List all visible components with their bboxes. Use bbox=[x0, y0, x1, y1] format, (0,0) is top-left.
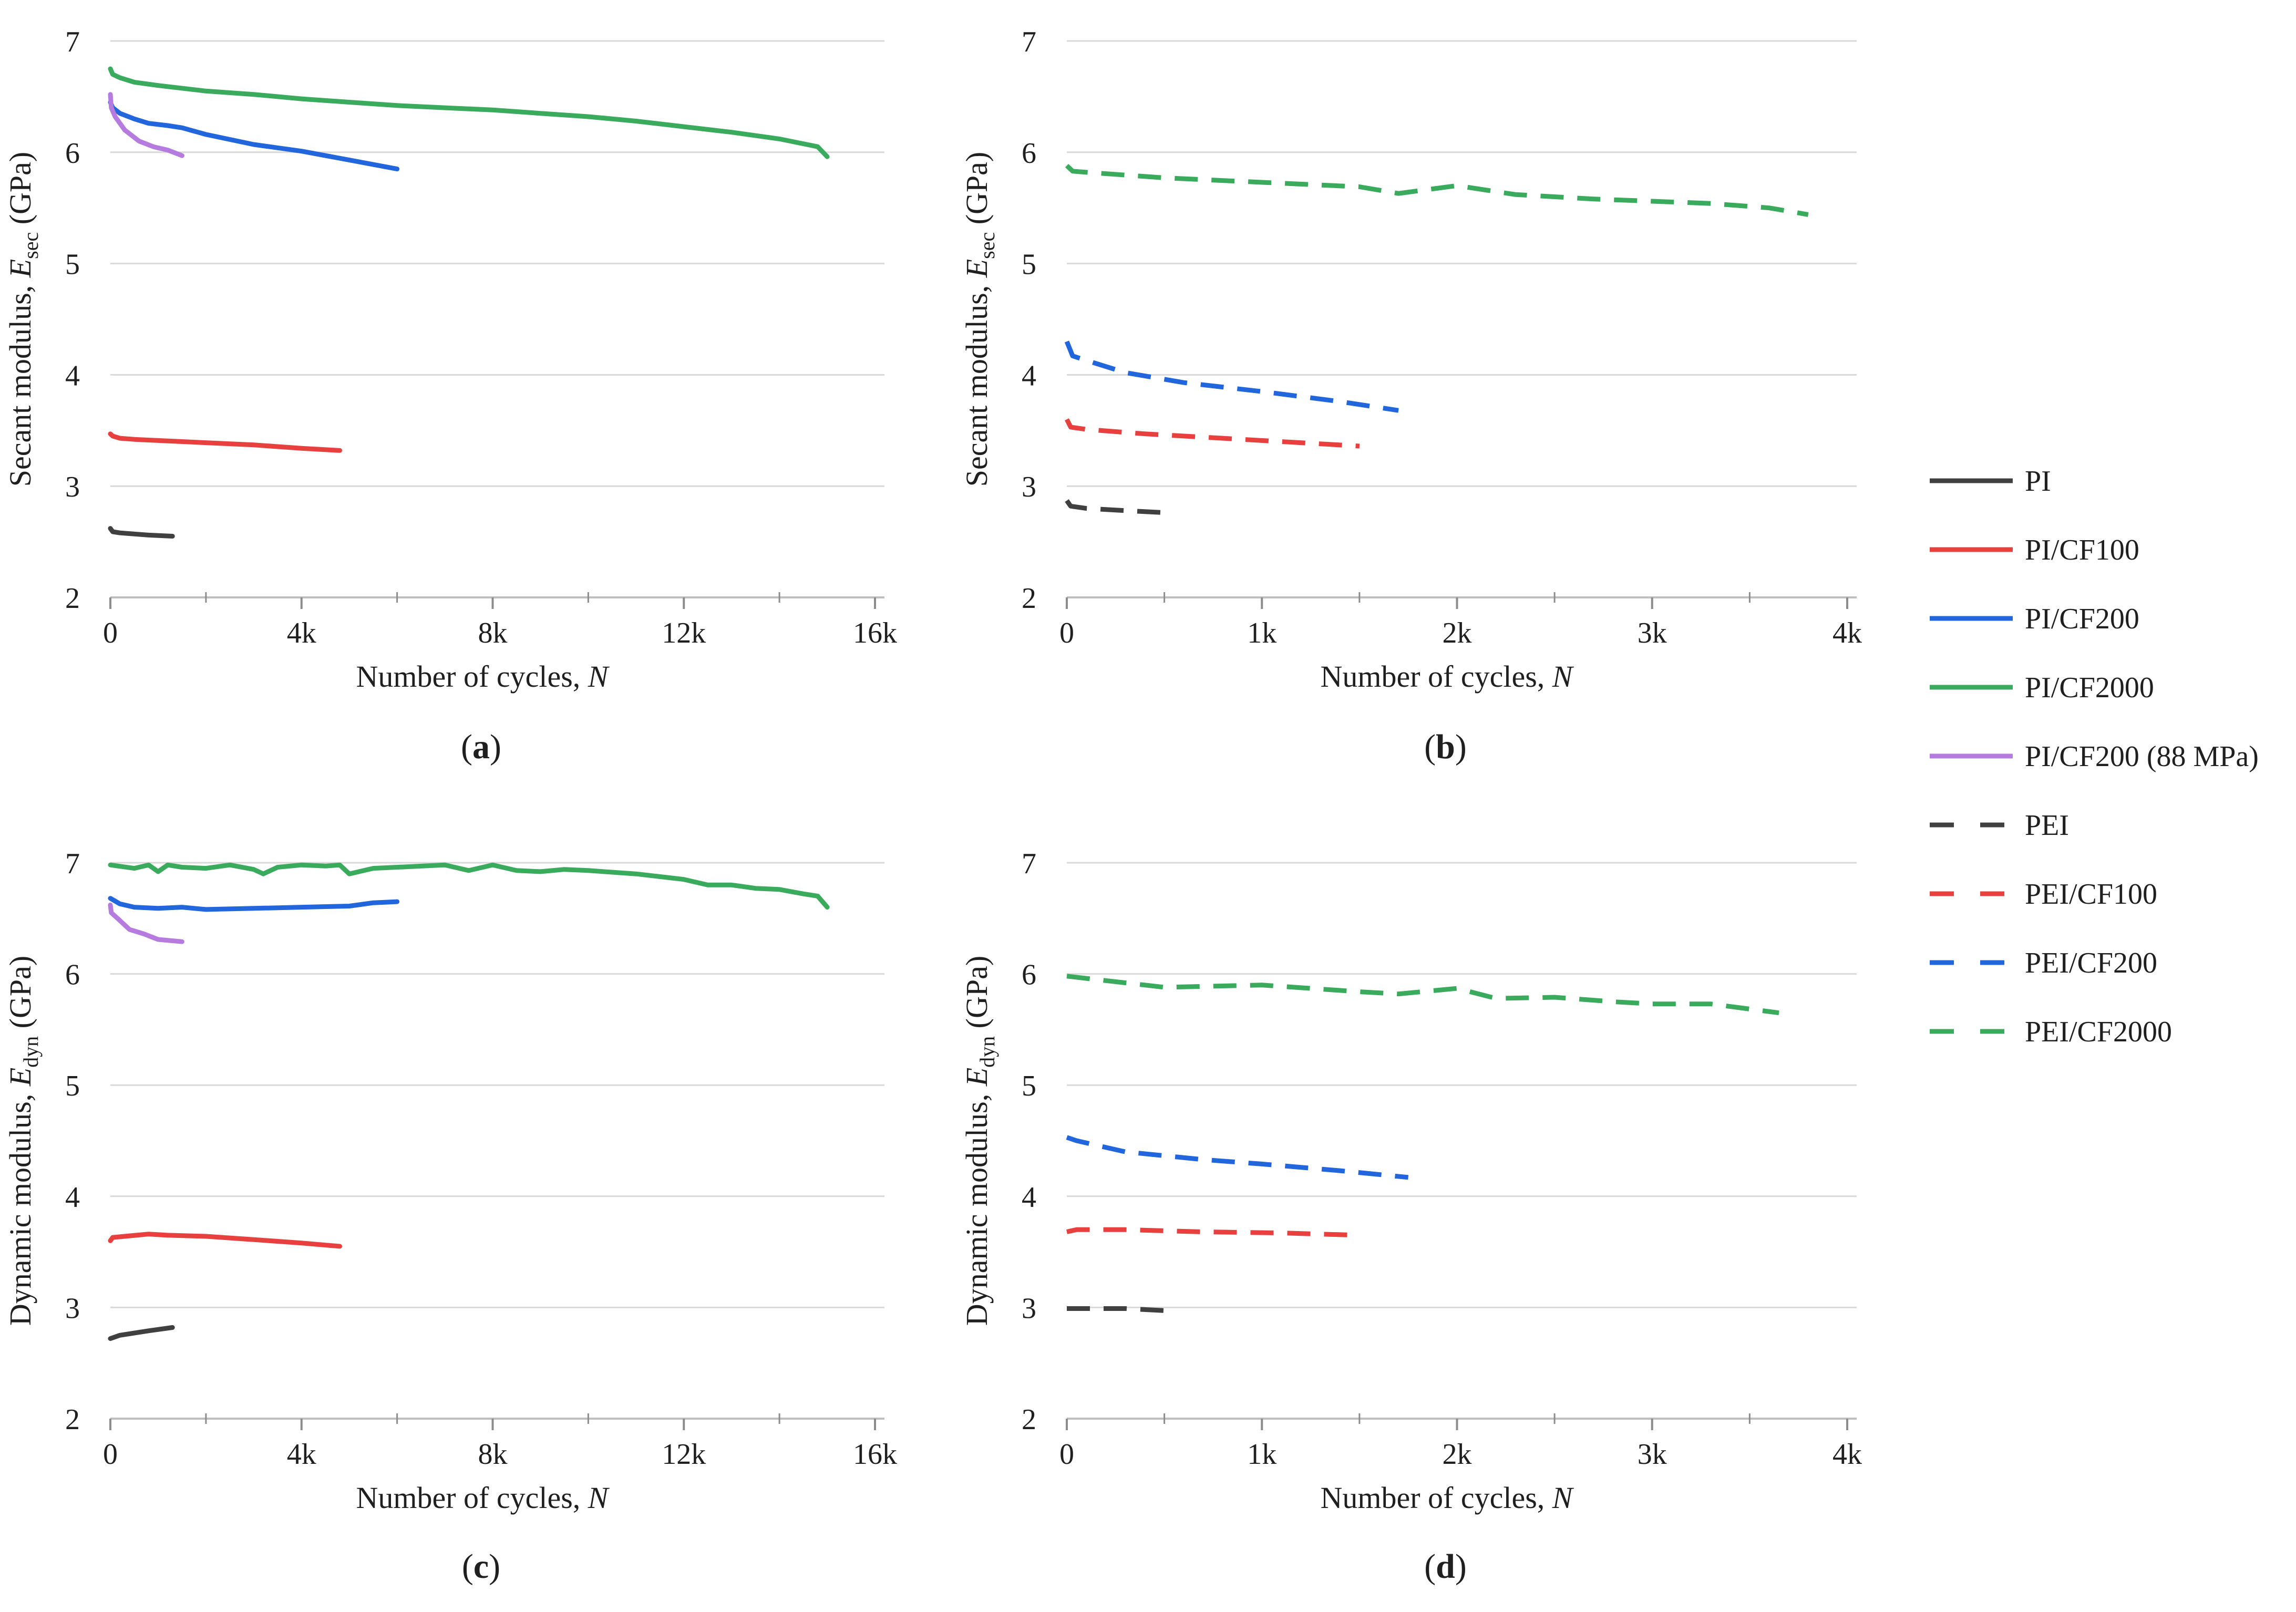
series-line-pi-cf2000 bbox=[108, 66, 830, 159]
series-line-pi-cf2000 bbox=[108, 862, 830, 910]
y-tick-label: 2 bbox=[1022, 1403, 1036, 1436]
x-tick-label: 2k bbox=[1443, 617, 1472, 649]
legend-label: PI bbox=[2025, 465, 2051, 498]
x-tick-label: 0 bbox=[103, 1438, 118, 1471]
legend-item: PEI/CF2000 bbox=[1930, 1016, 2172, 1048]
y-tick-label: 3 bbox=[1022, 471, 1036, 503]
legend-label: PI/CF2000 bbox=[2025, 671, 2154, 704]
legend-item: PI/CF200 (88 MPa) bbox=[1930, 740, 2259, 773]
x-tick-label: 12k bbox=[662, 1438, 706, 1471]
y-tick-label: 4 bbox=[1022, 359, 1036, 392]
panel-label: (a) bbox=[461, 728, 501, 766]
y-tick-label: 4 bbox=[1022, 1181, 1036, 1214]
y-tick-label: 5 bbox=[1022, 249, 1036, 281]
series-line-pi-cf200-88-mpa bbox=[108, 92, 184, 158]
series-line-pei bbox=[1065, 499, 1169, 515]
series-line-pi-cf200-88-mpa bbox=[108, 902, 184, 944]
x-tick-label: 3k bbox=[1638, 617, 1667, 649]
panel-label: (b) bbox=[1424, 728, 1467, 766]
x-tick-label: 16k bbox=[853, 617, 897, 649]
y-tick-label: 2 bbox=[1022, 582, 1036, 615]
x-tick-label: 4k bbox=[1832, 617, 1862, 649]
legend-label: PEI/CF2000 bbox=[2025, 1016, 2172, 1048]
legend-item: PI/CF2000 bbox=[1930, 671, 2154, 704]
legend-label: PEI bbox=[2025, 809, 2069, 842]
y-tick-label: 4 bbox=[65, 359, 80, 392]
legend-item: PI bbox=[1930, 465, 2051, 498]
y-tick-label: 7 bbox=[65, 848, 80, 880]
x-axis-label: Number of cycles, N bbox=[356, 1481, 610, 1515]
y-axis-label: Dynamic modulus, Edyn (GPa) bbox=[960, 956, 999, 1326]
x-tick-label: 4k bbox=[1832, 1438, 1862, 1471]
x-tick-label: 1k bbox=[1247, 1438, 1276, 1471]
y-tick-label: 4 bbox=[65, 1181, 80, 1214]
series-line-pei-cf100 bbox=[1064, 418, 1360, 449]
x-tick-label: 4k bbox=[287, 1438, 316, 1471]
y-tick-label: 6 bbox=[1022, 137, 1036, 170]
y-tick-label: 6 bbox=[1022, 959, 1036, 991]
x-tick-label: 4k bbox=[287, 617, 316, 649]
y-axis-label: Secant modulus, Esec (GPa) bbox=[960, 152, 999, 487]
legend-label: PI/CF200 (88 MPa) bbox=[2025, 740, 2259, 773]
legend-label: PI/CF100 bbox=[2025, 534, 2139, 566]
y-tick-label: 3 bbox=[1022, 1292, 1036, 1325]
y-tick-label: 2 bbox=[65, 1403, 80, 1436]
series-line-pei-cf2000 bbox=[1065, 163, 1809, 217]
legend-item: PI/CF100 bbox=[1930, 534, 2139, 566]
panel-b: 0 1k 2k 3k 4k 2 3 4 5 6 7 Number of cycles, N Secant… bbox=[960, 26, 1862, 766]
series-line-pi bbox=[108, 1325, 175, 1341]
y-tick-label: 3 bbox=[65, 1292, 80, 1325]
x-axis-label: Number of cycles, N bbox=[1321, 659, 1574, 694]
y-tick-label: 6 bbox=[65, 137, 80, 170]
series-line-pei bbox=[1067, 1306, 1169, 1314]
y-tick-label: 7 bbox=[1022, 26, 1036, 58]
y-tick-label: 7 bbox=[1022, 848, 1036, 880]
series-line-pi-cf100 bbox=[108, 1232, 342, 1249]
panel-d: 0 1k 2k 3k 4k 2 3 4 5 6 7 Number of cycles, N Dynami… bbox=[960, 848, 1862, 1586]
panel-c: 0 4k 8k 12k 16k 2 3 4 5 6 7 Number of cycles, N Dyna… bbox=[3, 848, 897, 1586]
x-tick-label: 1k bbox=[1247, 617, 1276, 649]
y-axis-label: Secant modulus, Esec (GPa) bbox=[3, 152, 43, 487]
legend-item: PI/CF200 bbox=[1930, 603, 2139, 635]
series-line-pei-cf2000 bbox=[1066, 974, 1779, 1016]
legend-label: PI/CF200 bbox=[2025, 603, 2139, 635]
x-tick-label: 0 bbox=[1059, 617, 1074, 649]
series-line-pi-cf100 bbox=[108, 431, 342, 453]
x-axis-label: Number of cycles, N bbox=[1321, 1481, 1574, 1515]
x-tick-label: 8k bbox=[478, 617, 508, 649]
x-axis-label: Number of cycles, N bbox=[356, 659, 610, 694]
x-tick-label: 8k bbox=[478, 1438, 508, 1471]
legend-label: PEI/CF200 bbox=[2025, 947, 2157, 979]
series-line-pei-cf100 bbox=[1066, 1227, 1360, 1238]
series-line-pei-cf200 bbox=[1064, 340, 1399, 413]
legend-item: PEI bbox=[1930, 809, 2069, 842]
x-tick-label: 0 bbox=[1059, 1438, 1074, 1471]
legend: PI PI/CF100 PI/CF200 PI/CF2000 PI/CF200 (88 … bbox=[1930, 465, 2259, 1048]
y-tick-label: 5 bbox=[1022, 1070, 1036, 1102]
y-tick-label: 6 bbox=[65, 959, 80, 991]
series-line-pi-cf200 bbox=[108, 896, 400, 912]
series-line-pi-cf200 bbox=[108, 100, 400, 172]
y-axis-label: Dynamic modulus, Edyn (GPa) bbox=[3, 956, 43, 1326]
x-tick-label: 16k bbox=[853, 1438, 897, 1471]
series-line-pei-cf200 bbox=[1066, 1135, 1409, 1180]
panel-label: (c) bbox=[462, 1547, 500, 1586]
y-tick-label: 3 bbox=[65, 471, 80, 503]
x-tick-label: 12k bbox=[662, 617, 706, 649]
y-tick-label: 7 bbox=[65, 26, 80, 58]
panel-a: 0 4k 8k 12k 16k 2 3 4 5 6 7 Number of cycles, N Seca… bbox=[3, 26, 897, 766]
y-tick-label: 5 bbox=[65, 1070, 80, 1102]
x-tick-label: 0 bbox=[103, 617, 118, 649]
legend-item: PEI/CF100 bbox=[1930, 878, 2157, 911]
series-line-pi bbox=[108, 526, 175, 539]
y-tick-label: 2 bbox=[65, 582, 80, 615]
x-tick-label: 2k bbox=[1443, 1438, 1472, 1471]
legend-item: PEI/CF200 bbox=[1930, 947, 2157, 979]
legend-label: PEI/CF100 bbox=[2025, 878, 2157, 911]
y-tick-label: 5 bbox=[65, 249, 80, 281]
panel-label: (d) bbox=[1424, 1547, 1467, 1586]
x-tick-label: 3k bbox=[1638, 1438, 1667, 1471]
